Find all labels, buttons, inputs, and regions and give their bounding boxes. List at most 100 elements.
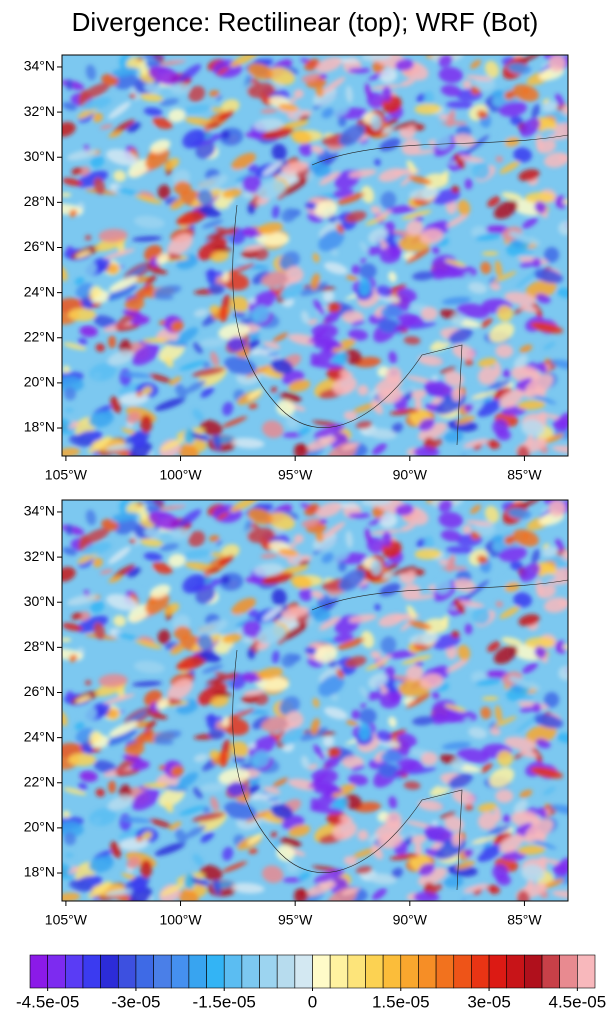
field-blob (352, 847, 379, 859)
field-blob (463, 848, 474, 857)
field-blob (537, 807, 548, 818)
field-blob (378, 318, 399, 333)
field-blob (107, 284, 138, 301)
field-blob (281, 653, 297, 668)
field-blob (112, 564, 135, 579)
field-blob (552, 863, 568, 877)
field-blob (418, 867, 447, 886)
field-blob (285, 266, 304, 283)
field-blob (365, 660, 388, 671)
field-blob (122, 309, 143, 318)
field-blob (462, 524, 472, 534)
field-blob (455, 860, 476, 870)
field-blob (279, 696, 300, 716)
field-blob (213, 691, 232, 697)
field-blob (332, 376, 357, 396)
field-blob (108, 546, 131, 565)
field-blob (382, 86, 392, 102)
field-blob (253, 563, 284, 577)
field-blob (208, 90, 220, 97)
field-blob (391, 867, 403, 879)
field-blob (301, 755, 310, 769)
field-blob (448, 773, 473, 789)
field-blob (242, 620, 262, 638)
contour-field (62, 55, 568, 456)
field-blob (159, 504, 186, 511)
field-blob (441, 615, 449, 626)
field-blob (365, 215, 388, 226)
field-blob (341, 442, 360, 451)
field-blob (313, 744, 325, 760)
field-blob (321, 552, 334, 564)
field-blob (193, 342, 203, 354)
field-blob (391, 566, 416, 576)
field-blob (208, 535, 220, 542)
field-blob (221, 416, 248, 428)
field-blob (457, 644, 471, 661)
field-blob (131, 344, 160, 366)
field-blob (496, 750, 513, 767)
field-blob (124, 742, 145, 756)
field-blob (323, 343, 335, 353)
field-blob (507, 507, 532, 520)
field-blob (477, 367, 498, 385)
colorbar-tick-label: -1.5e-05 (193, 992, 256, 1011)
field-blob (64, 853, 74, 858)
field-blob (411, 389, 427, 400)
field-blob (281, 606, 310, 619)
colorbar-tick-label: 1.5e-05 (372, 992, 430, 1011)
field-blob (340, 814, 350, 823)
field-blob (463, 403, 474, 412)
field-blob (190, 433, 210, 441)
field-blob (350, 320, 365, 326)
field-blob (116, 324, 140, 332)
field-blob (243, 689, 265, 696)
field-blob (439, 812, 456, 819)
field-blob (159, 98, 179, 107)
field-blob (247, 648, 256, 660)
field-blob (458, 155, 485, 163)
field-blob (74, 721, 85, 730)
field-blob (395, 504, 414, 516)
colorbar-box (435, 954, 455, 989)
field-blob (475, 233, 502, 241)
field-blob (217, 110, 235, 122)
field-blob (322, 521, 346, 539)
field-blob (378, 168, 404, 182)
field-blob (153, 294, 174, 300)
field-blob (541, 573, 556, 582)
field-blob (542, 546, 559, 557)
field-blob (169, 821, 182, 831)
field-blob (411, 834, 427, 845)
field-blob (68, 654, 78, 663)
field-blob (518, 169, 540, 182)
field-blob (555, 538, 564, 552)
field-blob (281, 622, 309, 641)
field-blob (341, 755, 364, 769)
field-blob (148, 510, 180, 531)
field-blob (360, 258, 367, 264)
field-blob (85, 64, 97, 81)
field-blob (208, 283, 225, 295)
field-blob (504, 291, 537, 306)
field-blob (519, 118, 541, 137)
field-blob (183, 873, 196, 890)
field-blob (247, 388, 264, 400)
field-blob (145, 720, 157, 730)
colorbar-box (382, 954, 402, 989)
field-blob (544, 152, 568, 168)
field-blob (62, 567, 76, 582)
field-blob (68, 753, 97, 767)
field-blob (494, 260, 503, 278)
y-tick-label: 18°N (24, 864, 55, 880)
field-blob (221, 861, 248, 873)
field-blob (525, 279, 557, 299)
field-blob (351, 709, 361, 720)
field-blob (432, 715, 465, 724)
field-blob (519, 261, 534, 268)
field-blob (440, 529, 461, 542)
field-blob (388, 271, 397, 283)
field-blob (385, 811, 402, 830)
field-blob (120, 817, 152, 824)
field-blob (525, 374, 554, 397)
